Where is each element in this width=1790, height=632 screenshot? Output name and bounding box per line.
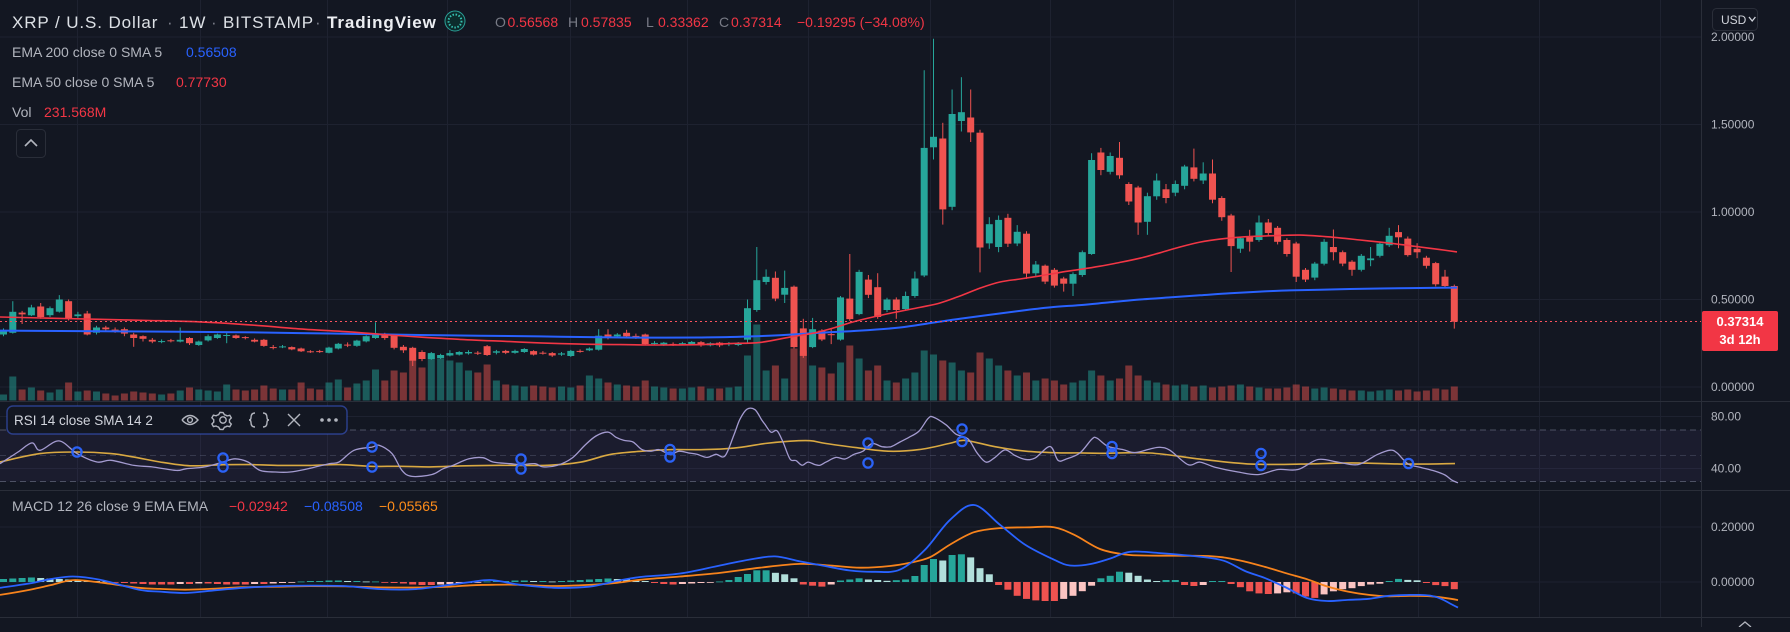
svg-text:O: O (495, 14, 506, 30)
svg-text:231.568M: 231.568M (44, 104, 106, 120)
svg-text:XRP / U.S. Dollar: XRP / U.S. Dollar (12, 13, 158, 32)
svg-text:H: H (568, 14, 578, 30)
svg-text:40.00: 40.00 (1711, 462, 1741, 476)
svg-text:0.00000: 0.00000 (1711, 575, 1755, 589)
svg-text:−0.08508: −0.08508 (304, 498, 363, 514)
svg-text:Vol: Vol (12, 104, 31, 120)
svg-text:TradingView: TradingView (327, 13, 437, 32)
svg-text:80.00: 80.00 (1711, 410, 1741, 424)
svg-text:·: · (167, 13, 174, 32)
svg-text:0.50000: 0.50000 (1711, 293, 1755, 307)
svg-text:−0.05565: −0.05565 (379, 498, 438, 514)
svg-text:0.57835: 0.57835 (581, 14, 632, 30)
svg-text:−0.02942: −0.02942 (229, 498, 288, 514)
svg-text:C: C (719, 14, 729, 30)
svg-text:1W: 1W (179, 13, 206, 32)
svg-text:0.33362: 0.33362 (658, 14, 709, 30)
svg-text:USD: USD (1721, 13, 1747, 27)
svg-text:0.37314: 0.37314 (1717, 314, 1765, 329)
svg-text:RSI 14 close SMA 14 2: RSI 14 close SMA 14 2 (14, 413, 153, 428)
svg-text:1.50000: 1.50000 (1711, 118, 1755, 132)
svg-text:0.20000: 0.20000 (1711, 520, 1755, 534)
svg-text:·: · (211, 13, 218, 32)
svg-text:0.00000: 0.00000 (1711, 380, 1755, 394)
svg-text:1.00000: 1.00000 (1711, 205, 1755, 219)
svg-text:0.77730: 0.77730 (176, 74, 227, 90)
svg-text:−0.19295 (−34.08%): −0.19295 (−34.08%) (797, 14, 925, 30)
svg-text:0.56508: 0.56508 (186, 44, 237, 60)
svg-text:MACD 12 26 close 9 EMA EMA: MACD 12 26 close 9 EMA EMA (12, 498, 209, 514)
svg-text:2.00000: 2.00000 (1711, 30, 1755, 44)
svg-text:·: · (315, 13, 322, 32)
svg-text:0.37314: 0.37314 (731, 14, 782, 30)
svg-text:BITSTAMP: BITSTAMP (223, 13, 314, 32)
svg-text:EMA 50 close 0 SMA 5: EMA 50 close 0 SMA 5 (12, 74, 155, 90)
svg-text:L: L (646, 14, 654, 30)
svg-text:3d 12h: 3d 12h (1719, 332, 1760, 347)
svg-text:EMA 200 close 0 SMA 5: EMA 200 close 0 SMA 5 (12, 44, 162, 60)
svg-text:0.56568: 0.56568 (508, 14, 559, 30)
